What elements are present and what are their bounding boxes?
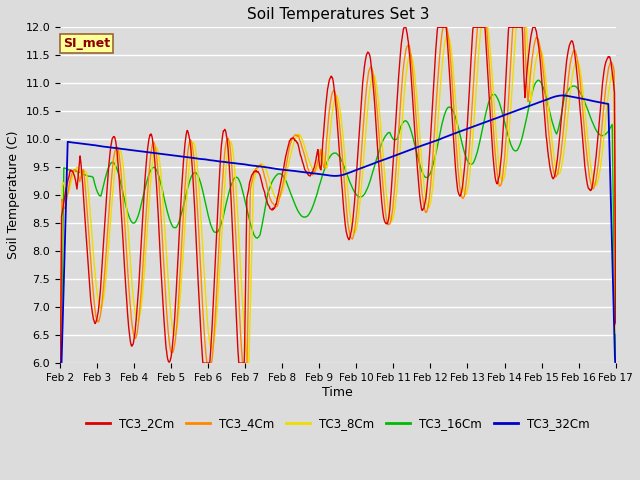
TC3_4Cm — [180, 208, 188, 214]
TC3_8Cm — [477, 24, 485, 30]
Text: SI_met: SI_met — [63, 37, 110, 50]
TC3_32Cm — [242, 162, 250, 168]
Line: TC3_4Cm: TC3_4Cm — [60, 27, 616, 363]
TC3_2Cm — [497, 157, 505, 163]
TC3_32Cm — [166, 152, 174, 158]
TC3_8Cm — [56, 360, 64, 366]
TC3_4Cm — [424, 204, 432, 209]
TC3_4Cm — [440, 24, 447, 30]
TC3_8Cm — [242, 344, 250, 350]
TC3_16Cm — [497, 104, 504, 109]
Line: TC3_16Cm: TC3_16Cm — [60, 80, 616, 363]
TC3_16Cm — [242, 201, 250, 207]
TC3_16Cm — [424, 174, 432, 180]
TC3_32Cm — [559, 93, 566, 98]
TC3_8Cm — [180, 246, 188, 252]
TC3_2Cm — [242, 272, 250, 278]
TC3_4Cm — [612, 322, 620, 328]
TC3_16Cm — [166, 218, 174, 224]
TC3_2Cm — [56, 360, 64, 366]
TC3_4Cm — [546, 142, 554, 148]
TC3_32Cm — [612, 360, 620, 366]
TC3_2Cm — [424, 169, 432, 175]
TC3_2Cm — [546, 165, 554, 170]
TC3_16Cm — [534, 77, 542, 83]
TC3_32Cm — [180, 154, 188, 159]
TC3_8Cm — [497, 175, 505, 181]
TC3_4Cm — [56, 360, 64, 366]
TC3_8Cm — [546, 119, 554, 124]
Legend: TC3_2Cm, TC3_4Cm, TC3_8Cm, TC3_16Cm, TC3_32Cm: TC3_2Cm, TC3_4Cm, TC3_8Cm, TC3_16Cm, TC3… — [81, 413, 595, 435]
TC3_32Cm — [546, 96, 554, 101]
TC3_8Cm — [612, 330, 620, 336]
Line: TC3_2Cm: TC3_2Cm — [60, 27, 616, 363]
Title: Soil Temperatures Set 3: Soil Temperatures Set 3 — [246, 7, 429, 22]
TC3_4Cm — [497, 182, 505, 188]
TC3_4Cm — [166, 345, 174, 351]
TC3_2Cm — [612, 320, 620, 326]
TC3_2Cm — [166, 358, 174, 364]
TC3_4Cm — [242, 360, 250, 366]
Y-axis label: Soil Temperature (C): Soil Temperature (C) — [7, 131, 20, 259]
X-axis label: Time: Time — [323, 385, 353, 398]
TC3_8Cm — [166, 302, 174, 308]
Line: TC3_8Cm: TC3_8Cm — [60, 27, 616, 363]
TC3_16Cm — [180, 203, 188, 208]
TC3_8Cm — [424, 204, 432, 210]
TC3_32Cm — [56, 360, 64, 366]
TC3_2Cm — [180, 157, 188, 163]
TC3_2Cm — [401, 24, 408, 30]
TC3_16Cm — [612, 360, 620, 366]
TC3_16Cm — [56, 360, 64, 366]
TC3_32Cm — [497, 114, 504, 120]
Line: TC3_32Cm: TC3_32Cm — [60, 96, 616, 363]
TC3_32Cm — [424, 141, 432, 146]
TC3_16Cm — [546, 110, 554, 116]
